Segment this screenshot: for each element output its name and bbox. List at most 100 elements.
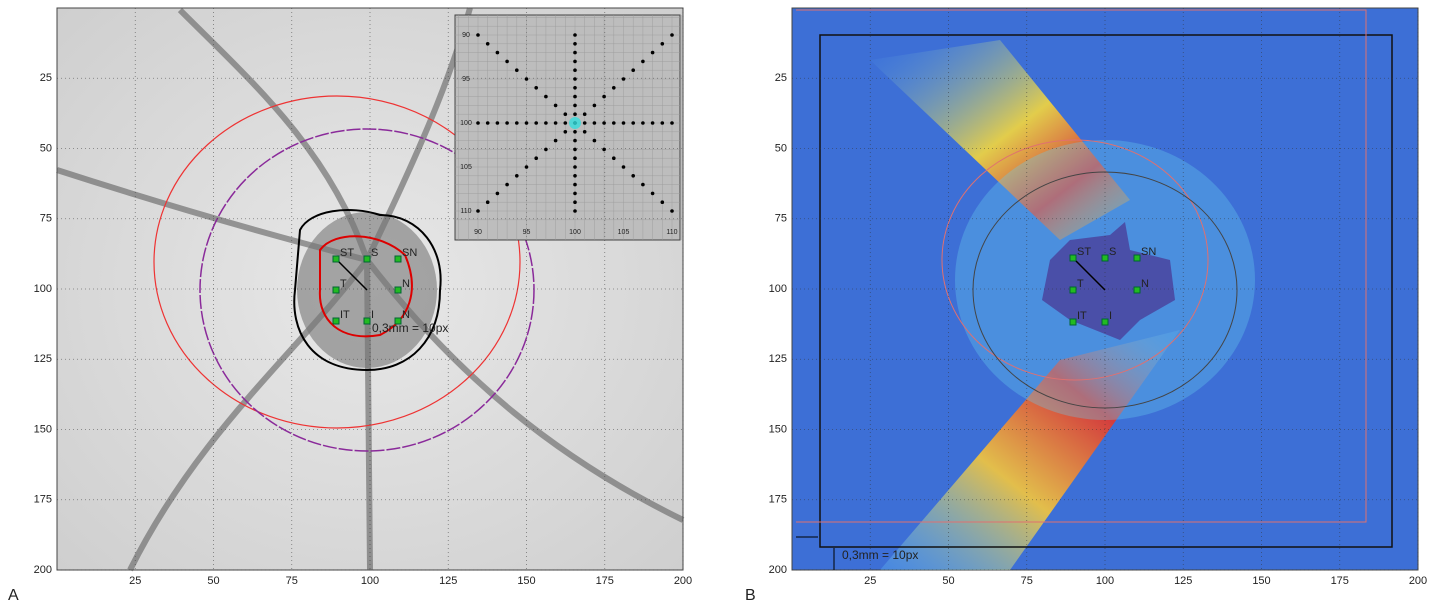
scan-dot: [564, 121, 568, 125]
scan-dot: [661, 42, 665, 46]
measure-point: [1134, 255, 1140, 261]
scan-dot: [476, 33, 480, 37]
scan-dot: [583, 121, 587, 125]
scan-dot: [651, 51, 655, 55]
scan-dot: [573, 68, 577, 72]
scan-dot: [631, 68, 635, 72]
inset-y-tick-label: 100: [460, 120, 472, 127]
inset: [455, 15, 680, 240]
measure-point: [1102, 319, 1108, 325]
inset-centre: [569, 117, 581, 129]
scan-dot: [573, 112, 577, 116]
y-tick-label: 75: [775, 213, 787, 225]
scan-dot: [622, 121, 626, 125]
y-tick-label: 150: [34, 423, 52, 435]
point-label: T: [340, 278, 347, 290]
scan-dot: [544, 95, 548, 99]
measure-point: [395, 256, 401, 262]
scan-dot: [525, 165, 529, 169]
scan-dot: [573, 130, 577, 134]
scan-dot: [573, 200, 577, 204]
y-tick-label: 75: [40, 213, 52, 225]
scan-dot: [641, 121, 645, 125]
scan-dot: [534, 121, 538, 125]
scan-dot: [496, 192, 500, 196]
scan-dot: [573, 77, 577, 81]
scan-dot: [583, 130, 587, 134]
measure-point: [395, 287, 401, 293]
scan-dot: [602, 95, 606, 99]
scan-dot: [476, 209, 480, 213]
measure-point: [333, 256, 339, 262]
scan-dot: [602, 148, 606, 152]
x-tick-label: 50: [942, 575, 954, 587]
x-tick-label: 100: [361, 575, 379, 587]
scan-dot: [573, 139, 577, 143]
scan-dot: [583, 112, 587, 116]
scan-dot: [612, 121, 616, 125]
point-label: I: [371, 309, 374, 321]
inset-x-tick-label: 100: [569, 229, 581, 236]
scan-dot: [496, 121, 500, 125]
point-label: I: [1109, 310, 1112, 322]
scan-dot: [486, 121, 490, 125]
scan-dot: [554, 139, 558, 143]
measure-point: [364, 256, 370, 262]
x-tick-label: 175: [596, 575, 614, 587]
scan-dot: [573, 60, 577, 64]
x-tick-label: 175: [1331, 575, 1349, 587]
scan-dot: [525, 121, 529, 125]
point-label: S: [371, 247, 378, 259]
measure-point: [1070, 287, 1076, 293]
scan-dot: [505, 60, 509, 64]
y-tick-label: 125: [769, 353, 787, 365]
scan-dot: [573, 209, 577, 213]
y-tick-label: 175: [34, 494, 52, 506]
scan-dot: [661, 200, 665, 204]
point-label: N: [402, 309, 410, 321]
scan-dot: [573, 183, 577, 187]
scan-dot: [573, 86, 577, 90]
scan-dot: [651, 192, 655, 196]
panel-letter: B: [745, 587, 756, 603]
scan-dot: [525, 77, 529, 81]
y-tick-label: 200: [769, 564, 787, 576]
x-tick-label: 50: [207, 575, 219, 587]
scan-dot: [564, 112, 568, 116]
scan-dot: [602, 121, 606, 125]
inset-y-tick-label: 105: [460, 164, 472, 171]
y-tick-label: 50: [775, 142, 787, 154]
scan-dot: [622, 77, 626, 81]
scan-dot: [651, 121, 655, 125]
scan-dot: [573, 95, 577, 99]
scan-dot: [593, 139, 597, 143]
scan-dot: [515, 68, 519, 72]
x-tick-label: 25: [129, 575, 141, 587]
point-label: N: [1141, 278, 1149, 290]
scan-dot: [573, 174, 577, 178]
measure-point: [1070, 319, 1076, 325]
scan-dot: [573, 148, 577, 152]
inset-y-tick-label: 90: [462, 32, 470, 39]
point-label: S: [1109, 246, 1116, 258]
scan-dot: [564, 130, 568, 134]
x-tick-label: 150: [1252, 575, 1270, 587]
inset-y-tick-label: 95: [462, 76, 470, 83]
x-tick-label: 125: [1174, 575, 1192, 587]
y-tick-label: 125: [34, 353, 52, 365]
x-tick-label: 100: [1096, 575, 1114, 587]
x-tick-label: 25: [864, 575, 876, 587]
measure-point: [1134, 287, 1140, 293]
x-tick-label: 75: [286, 575, 298, 587]
scan-dot: [670, 33, 674, 37]
scan-dot: [631, 174, 635, 178]
scan-dot: [505, 183, 509, 187]
point-label: T: [1077, 278, 1084, 290]
scan-dot: [534, 86, 538, 90]
scan-dot: [544, 148, 548, 152]
scan-dot: [496, 51, 500, 55]
y-tick-label: 100: [769, 283, 787, 295]
scan-dot: [573, 51, 577, 55]
point-label: IT: [340, 309, 350, 321]
y-tick-label: 100: [34, 283, 52, 295]
